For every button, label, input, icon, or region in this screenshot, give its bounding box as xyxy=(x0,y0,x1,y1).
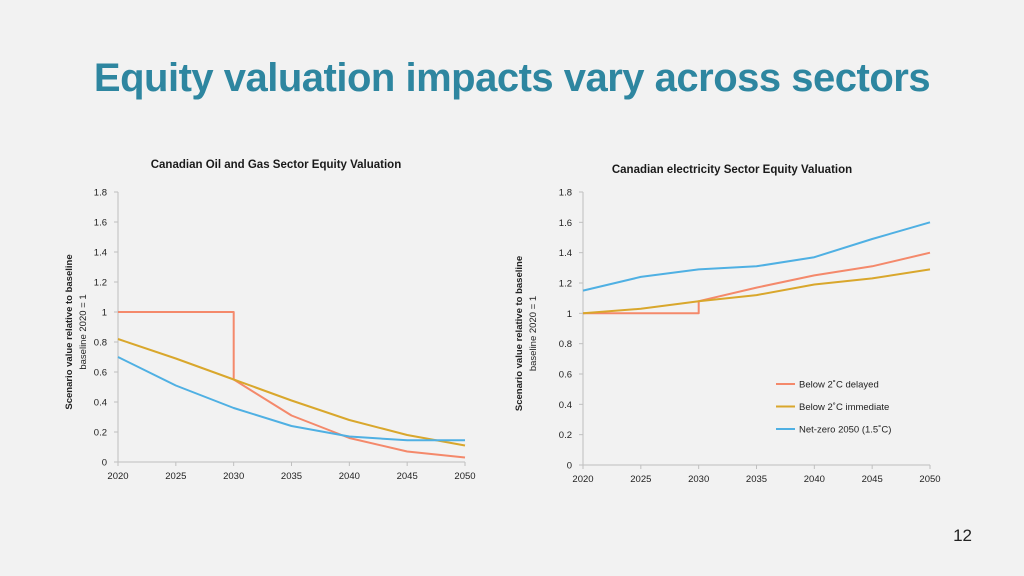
y-tick-label: 1.4 xyxy=(94,248,107,259)
y-tick-label: 0 xyxy=(102,458,107,469)
y-tick-label: 0.4 xyxy=(559,400,572,411)
x-tick-label: 2045 xyxy=(397,471,418,482)
y-tick-label: 1.6 xyxy=(559,218,572,229)
series-line-3 xyxy=(582,221,931,292)
y-tick-label: 1.8 xyxy=(94,188,107,199)
series-line-1 xyxy=(118,311,466,459)
y-axis-label: Scenario value relative to baseline xyxy=(64,254,75,409)
series-line-2 xyxy=(582,268,931,315)
y-tick-label: 0.6 xyxy=(559,370,572,381)
y-tick-label: 0 xyxy=(567,461,572,472)
x-tick-label: 2050 xyxy=(919,474,940,485)
y-tick-label: 1 xyxy=(102,308,107,319)
legend-label: Net-zero 2050 (1.5˚C) xyxy=(799,425,891,436)
legend-label: Below 2˚C delayed xyxy=(799,380,879,391)
x-tick-label: 2030 xyxy=(688,474,709,485)
slide-title: Equity valuation impacts vary across sec… xyxy=(93,56,931,100)
x-tick-label: 2020 xyxy=(572,474,593,485)
y-tick-label: 1.4 xyxy=(559,248,572,259)
legend-label: Below 2˚C immediate xyxy=(799,402,889,413)
y-axis-label: Scenario value relative to baseline xyxy=(514,256,525,411)
x-tick-label: 2035 xyxy=(281,471,302,482)
y-tick-label: 0.4 xyxy=(94,398,107,409)
y-tick-label: 1.8 xyxy=(559,188,572,199)
x-tick-label: 2040 xyxy=(339,471,360,482)
y-axis-sublabel: baseline 2020 = 1 xyxy=(528,296,539,371)
y-tick-label: 0.6 xyxy=(94,368,107,379)
series-line-3 xyxy=(117,356,465,442)
series-line-2 xyxy=(117,338,466,447)
y-tick-label: 1.2 xyxy=(559,279,572,290)
x-tick-label: 2025 xyxy=(165,471,186,482)
y-tick-label: 0.8 xyxy=(94,338,107,349)
x-tick-label: 2025 xyxy=(630,474,651,485)
y-tick-label: 1 xyxy=(567,309,572,320)
y-tick-label: 0.2 xyxy=(94,428,107,439)
slide-number: 12 xyxy=(953,526,972,545)
y-axis-sublabel: baseline 2020 = 1 xyxy=(78,294,89,369)
series-line-1 xyxy=(583,251,931,315)
x-tick-label: 2040 xyxy=(804,474,825,485)
y-tick-label: 1.2 xyxy=(94,278,107,289)
x-tick-label: 2050 xyxy=(454,471,475,482)
x-tick-label: 2030 xyxy=(223,471,244,482)
x-tick-label: 2035 xyxy=(746,474,767,485)
y-tick-label: 1.6 xyxy=(94,218,107,229)
x-tick-label: 2045 xyxy=(862,474,883,485)
y-tick-label: 0.2 xyxy=(559,430,572,441)
chart-title: Canadian Oil and Gas Sector Equity Valua… xyxy=(151,159,402,171)
chart-title: Canadian electricity Sector Equity Valua… xyxy=(612,164,852,176)
y-tick-label: 0.8 xyxy=(559,339,572,350)
x-tick-label: 2020 xyxy=(107,471,128,482)
